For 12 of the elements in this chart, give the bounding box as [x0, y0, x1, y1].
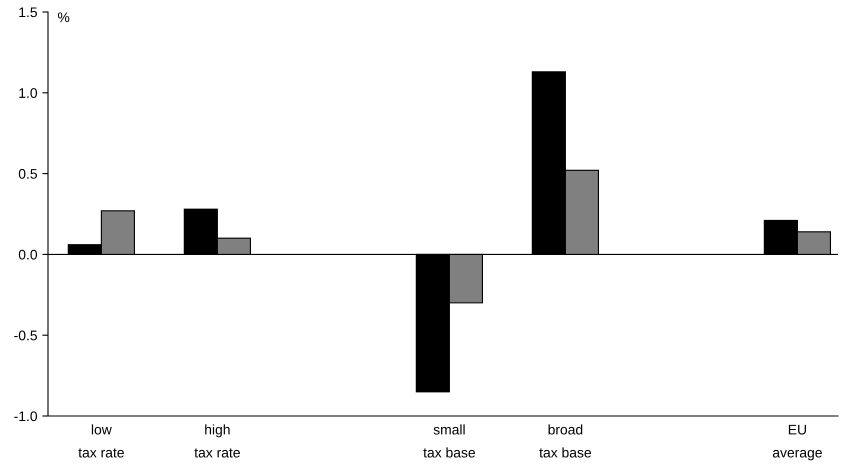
- x-tick-label: low tax rate: [78, 424, 124, 458]
- x-tick-label: small tax base: [423, 424, 476, 458]
- x-tick-label: EU average: [772, 424, 822, 460]
- x-tick-label: broad tax base: [539, 424, 592, 458]
- y-tick-label: 0.5: [18, 168, 38, 179]
- y-tick-label: -0.5: [14, 330, 38, 340]
- y-axis-title: %: [58, 12, 70, 22]
- y-tick-label: 1.5: [19, 7, 38, 18]
- y-tick-label: 1.0: [19, 88, 38, 98]
- y-tick-label: 0.0: [18, 250, 38, 260]
- y-tick-label: -1.0: [14, 411, 38, 422]
- x-tick-label: high tax rate: [194, 424, 240, 458]
